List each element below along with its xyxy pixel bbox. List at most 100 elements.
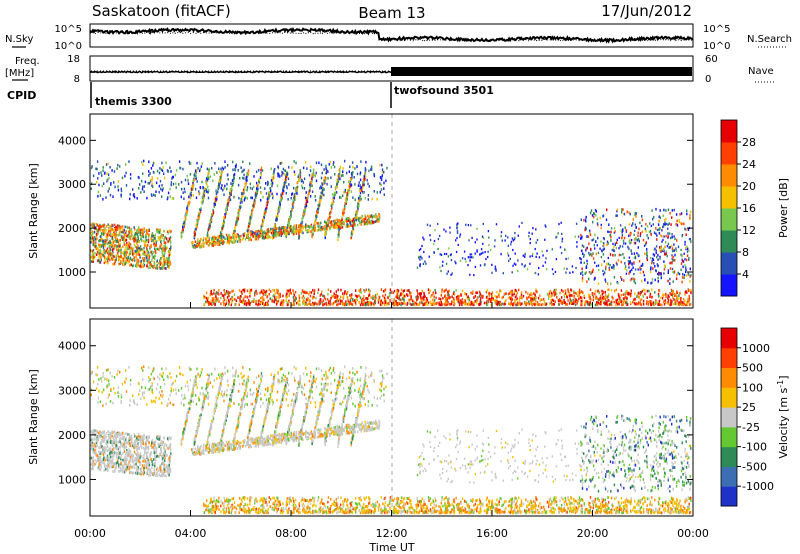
backscatter-cell	[267, 235, 269, 238]
backscatter-cell	[211, 166, 213, 170]
backscatter-cell	[371, 215, 374, 219]
backscatter-cell	[399, 298, 401, 301]
backscatter-cell	[311, 177, 313, 180]
backscatter-cell	[577, 294, 579, 297]
backscatter-cell	[351, 293, 353, 296]
backscatter-cell	[117, 247, 120, 250]
backscatter-cell	[254, 233, 256, 237]
backscatter-cell	[363, 181, 365, 184]
backscatter-cell	[504, 300, 506, 304]
backscatter-cell	[359, 191, 362, 195]
backscatter-cell	[105, 249, 107, 253]
backscatter-cell	[398, 302, 401, 305]
backscatter-cell	[308, 225, 310, 228]
backscatter-cell	[162, 255, 164, 258]
backscatter-cell	[228, 303, 230, 306]
backscatter-cell	[306, 224, 308, 228]
backscatter-cell	[412, 299, 414, 303]
backscatter-cell	[476, 300, 478, 303]
backscatter-cell	[126, 258, 129, 262]
backscatter-cell	[130, 246, 133, 250]
backscatter-cell	[447, 296, 450, 300]
backscatter-cell	[228, 294, 230, 298]
backscatter-cell	[330, 221, 332, 224]
backscatter-cell	[230, 236, 233, 239]
backscatter-cell	[397, 289, 400, 292]
backscatter-cell	[615, 288, 617, 292]
backscatter-cell	[331, 202, 333, 205]
backscatter-cell	[145, 254, 147, 258]
backscatter-cell	[133, 243, 136, 247]
backscatter-cell	[330, 225, 333, 228]
backscatter-cell	[122, 263, 124, 266]
backscatter-cell	[119, 165, 121, 168]
backscatter-cell	[339, 299, 342, 302]
backscatter-cell	[382, 290, 385, 293]
backscatter-cell	[406, 289, 408, 292]
backscatter-cell	[285, 178, 287, 181]
backscatter-cell	[560, 301, 562, 304]
backscatter-cell	[181, 231, 184, 234]
backscatter-cell	[336, 218, 338, 222]
backscatter-cell	[222, 167, 225, 171]
backscatter-cell	[553, 294, 555, 297]
backscatter-cell	[94, 251, 96, 255]
backscatter-cell	[243, 302, 246, 306]
backscatter-cell	[90, 231, 92, 235]
backscatter-cell	[275, 298, 277, 302]
backscatter-cell	[111, 237, 113, 241]
backscatter-cell	[147, 254, 149, 257]
backscatter-cell	[101, 184, 103, 188]
backscatter-cell	[344, 291, 346, 294]
backscatter-cell	[136, 249, 138, 252]
backscatter-cell	[166, 169, 169, 172]
backscatter-cell	[423, 293, 425, 297]
backscatter-cell	[435, 291, 437, 295]
backscatter-cell	[95, 181, 98, 184]
backscatter-cell	[204, 241, 207, 244]
backscatter-cell	[239, 295, 241, 299]
backscatter-cell	[192, 194, 194, 197]
backscatter-cell	[255, 170, 258, 174]
backscatter-cell	[243, 188, 245, 192]
backscatter-cell	[197, 166, 199, 170]
backscatter-cell	[110, 234, 112, 237]
backscatter-cell	[239, 299, 241, 303]
backscatter-cell	[132, 247, 135, 250]
backscatter-cell	[293, 186, 295, 190]
backscatter-cell	[377, 220, 379, 223]
backscatter-cell	[423, 291, 425, 295]
backscatter-cell	[328, 303, 330, 306]
backscatter-cell	[302, 294, 305, 298]
backscatter-cell	[112, 229, 114, 232]
backscatter-cell	[278, 210, 280, 213]
backscatter-cell	[667, 298, 670, 302]
backscatter-cell	[202, 196, 204, 199]
backscatter-cell	[496, 295, 498, 299]
backscatter-cell	[125, 184, 128, 187]
backscatter-cell	[503, 302, 505, 306]
backscatter-cell	[174, 173, 177, 177]
backscatter-cell	[510, 299, 513, 303]
backscatter-cell	[270, 182, 272, 186]
backscatter-cell	[142, 249, 145, 253]
backscatter-cell	[328, 225, 331, 229]
backscatter-cell	[511, 294, 513, 298]
backscatter-cell	[305, 223, 307, 227]
backscatter-cell	[499, 300, 501, 304]
backscatter-cell	[147, 244, 149, 247]
backscatter-cell	[136, 242, 138, 245]
backscatter-cell	[291, 193, 293, 196]
backscatter-cell	[573, 291, 575, 295]
backscatter-cell	[90, 236, 92, 240]
backscatter-cell	[274, 232, 276, 235]
backscatter-cell	[359, 303, 362, 307]
backscatter-cell	[189, 192, 191, 196]
backscatter-cell	[319, 186, 321, 190]
backscatter-cell	[160, 257, 162, 260]
backscatter-cell	[277, 292, 279, 296]
backscatter-cell	[272, 196, 274, 200]
backscatter-cell	[669, 303, 671, 307]
backscatter-cell	[154, 247, 156, 250]
backscatter-cell	[157, 229, 159, 232]
